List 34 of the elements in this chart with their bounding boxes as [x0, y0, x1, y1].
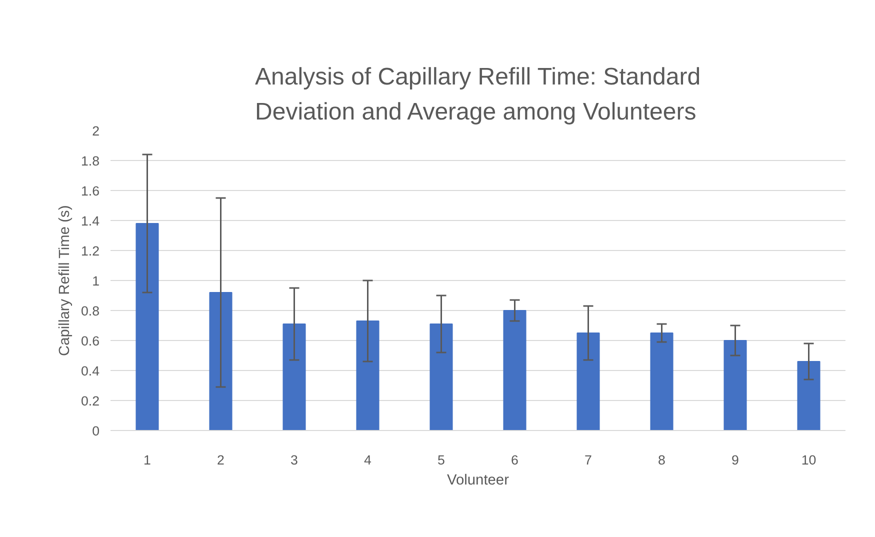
bar	[282, 324, 306, 430]
y-tick-label: 0.8	[80, 304, 100, 318]
y-tick-label: 1.6	[80, 184, 100, 198]
y-axis-title: Capillary Refill Time (s)	[56, 205, 73, 356]
x-tick-label: 2	[217, 452, 224, 468]
bar	[724, 340, 747, 430]
bar	[430, 324, 453, 430]
y-tick-label: 2	[92, 124, 100, 138]
x-tick-label: 8	[658, 452, 666, 468]
bar	[356, 320, 380, 430]
bar	[209, 292, 232, 430]
x-tick-label: 3	[290, 452, 298, 468]
x-tick-label: 7	[584, 452, 592, 468]
x-tick-label: 10	[801, 452, 816, 468]
bar	[797, 361, 820, 430]
bar	[136, 223, 159, 430]
x-tick-label: 6	[511, 452, 518, 468]
bar	[650, 332, 674, 430]
y-tick-label: 0.4	[80, 364, 100, 378]
y-tick-label: 0	[92, 424, 100, 438]
y-tick-label: 0.2	[80, 394, 100, 408]
x-tick-label: 4	[364, 452, 372, 468]
x-axis-title: Volunteer	[447, 472, 510, 488]
y-tick-label: 0.6	[80, 334, 100, 348]
x-tick-label: 5	[438, 452, 445, 468]
x-tick-label: 1	[144, 452, 151, 468]
x-tick-label: 9	[732, 452, 739, 468]
chart-title: Analysis of Capillary Refill Time: Standard Deviation and Average among Volunteers	[255, 63, 701, 126]
bar	[576, 332, 600, 430]
y-tick-label: 1	[92, 274, 100, 288]
bar	[503, 310, 526, 430]
y-tick-label: 1.2	[80, 244, 100, 258]
y-tick-label: 1.8	[80, 154, 100, 168]
y-tick-label: 1.4	[80, 214, 100, 228]
